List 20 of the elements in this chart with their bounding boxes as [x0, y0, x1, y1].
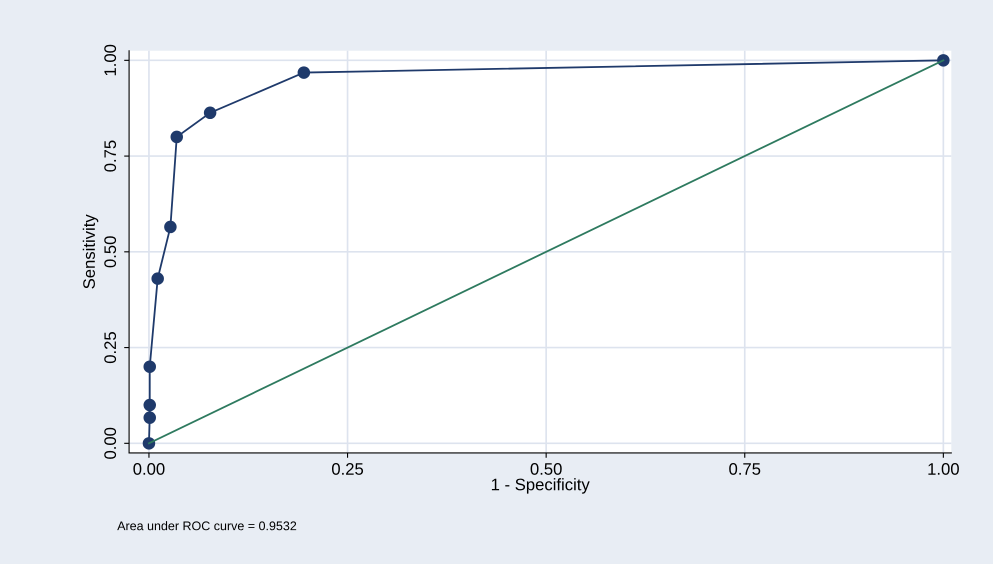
point — [204, 106, 216, 120]
point — [151, 272, 164, 285]
y-tick-label: 0.75 — [104, 140, 116, 172]
point — [164, 220, 177, 234]
x-tick-label: 0.00 — [133, 463, 165, 475]
x-tick-label: 1.00 — [928, 463, 959, 475]
x-tick-label: 0.75 — [729, 463, 760, 475]
x-axis-title: 1 - Specificity — [492, 478, 590, 494]
x-tick-label: 0.50 — [530, 463, 562, 475]
point — [170, 130, 184, 144]
point — [143, 411, 156, 424]
point — [143, 360, 156, 373]
y-axis-title: Sensitivity — [82, 214, 98, 289]
y-tick-label: 0.25 — [104, 332, 116, 364]
y-tick-label: 1.00 — [104, 44, 116, 76]
point — [143, 398, 156, 412]
text: Area under ROC curve = 0.9532 — [117, 521, 296, 530]
point — [298, 66, 310, 79]
y-tick-label: 0.50 — [104, 236, 116, 268]
x-tick-label: 0.25 — [332, 463, 364, 475]
